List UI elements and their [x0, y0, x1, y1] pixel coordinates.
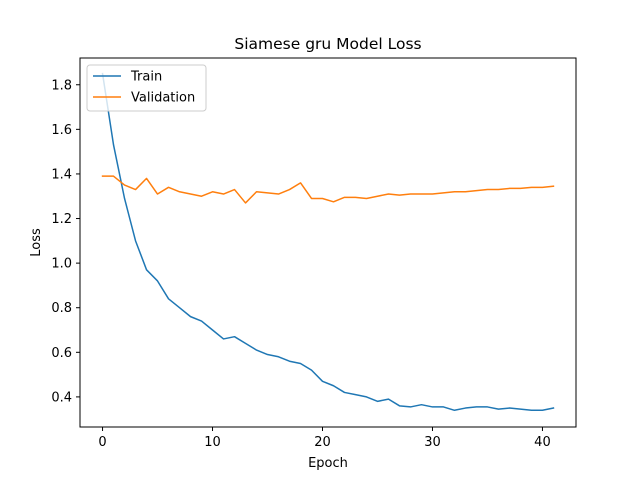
y-tick-label: 0.6	[51, 346, 72, 361]
legend-label-train: Train	[130, 70, 162, 85]
y-axis-title: Loss	[29, 228, 44, 257]
chart-title: Siamese gru Model Loss	[234, 35, 421, 53]
legend-label-validation: Validation	[131, 91, 195, 106]
x-tick-label: 30	[424, 435, 441, 450]
y-tick-label: 1.8	[51, 78, 72, 93]
plot-frame	[79, 57, 577, 428]
x-tick-label: 10	[204, 435, 221, 450]
y-tick-label: 1.4	[51, 167, 72, 182]
x-tick-label: 40	[534, 435, 551, 450]
legend: Train Validation	[86, 64, 207, 112]
y-tick-label: 1.0	[51, 257, 72, 272]
series-line-train	[101, 72, 555, 412]
axis-ticks: 0 10 20 30 40 0.4 0.6 0.8 1.0 1.2 1.4 1.6 1.8	[51, 78, 550, 450]
y-tick-label: 0.8	[51, 301, 72, 316]
x-axis-title: Epoch	[308, 456, 348, 471]
y-tick-label: 1.6	[51, 123, 72, 138]
plot-area	[101, 72, 555, 412]
x-tick-label: 20	[314, 435, 331, 450]
x-tick-label: 0	[98, 435, 106, 450]
y-tick-label: 0.4	[51, 390, 72, 405]
series-line-validation	[101, 175, 555, 204]
y-tick-label: 1.2	[51, 212, 72, 227]
